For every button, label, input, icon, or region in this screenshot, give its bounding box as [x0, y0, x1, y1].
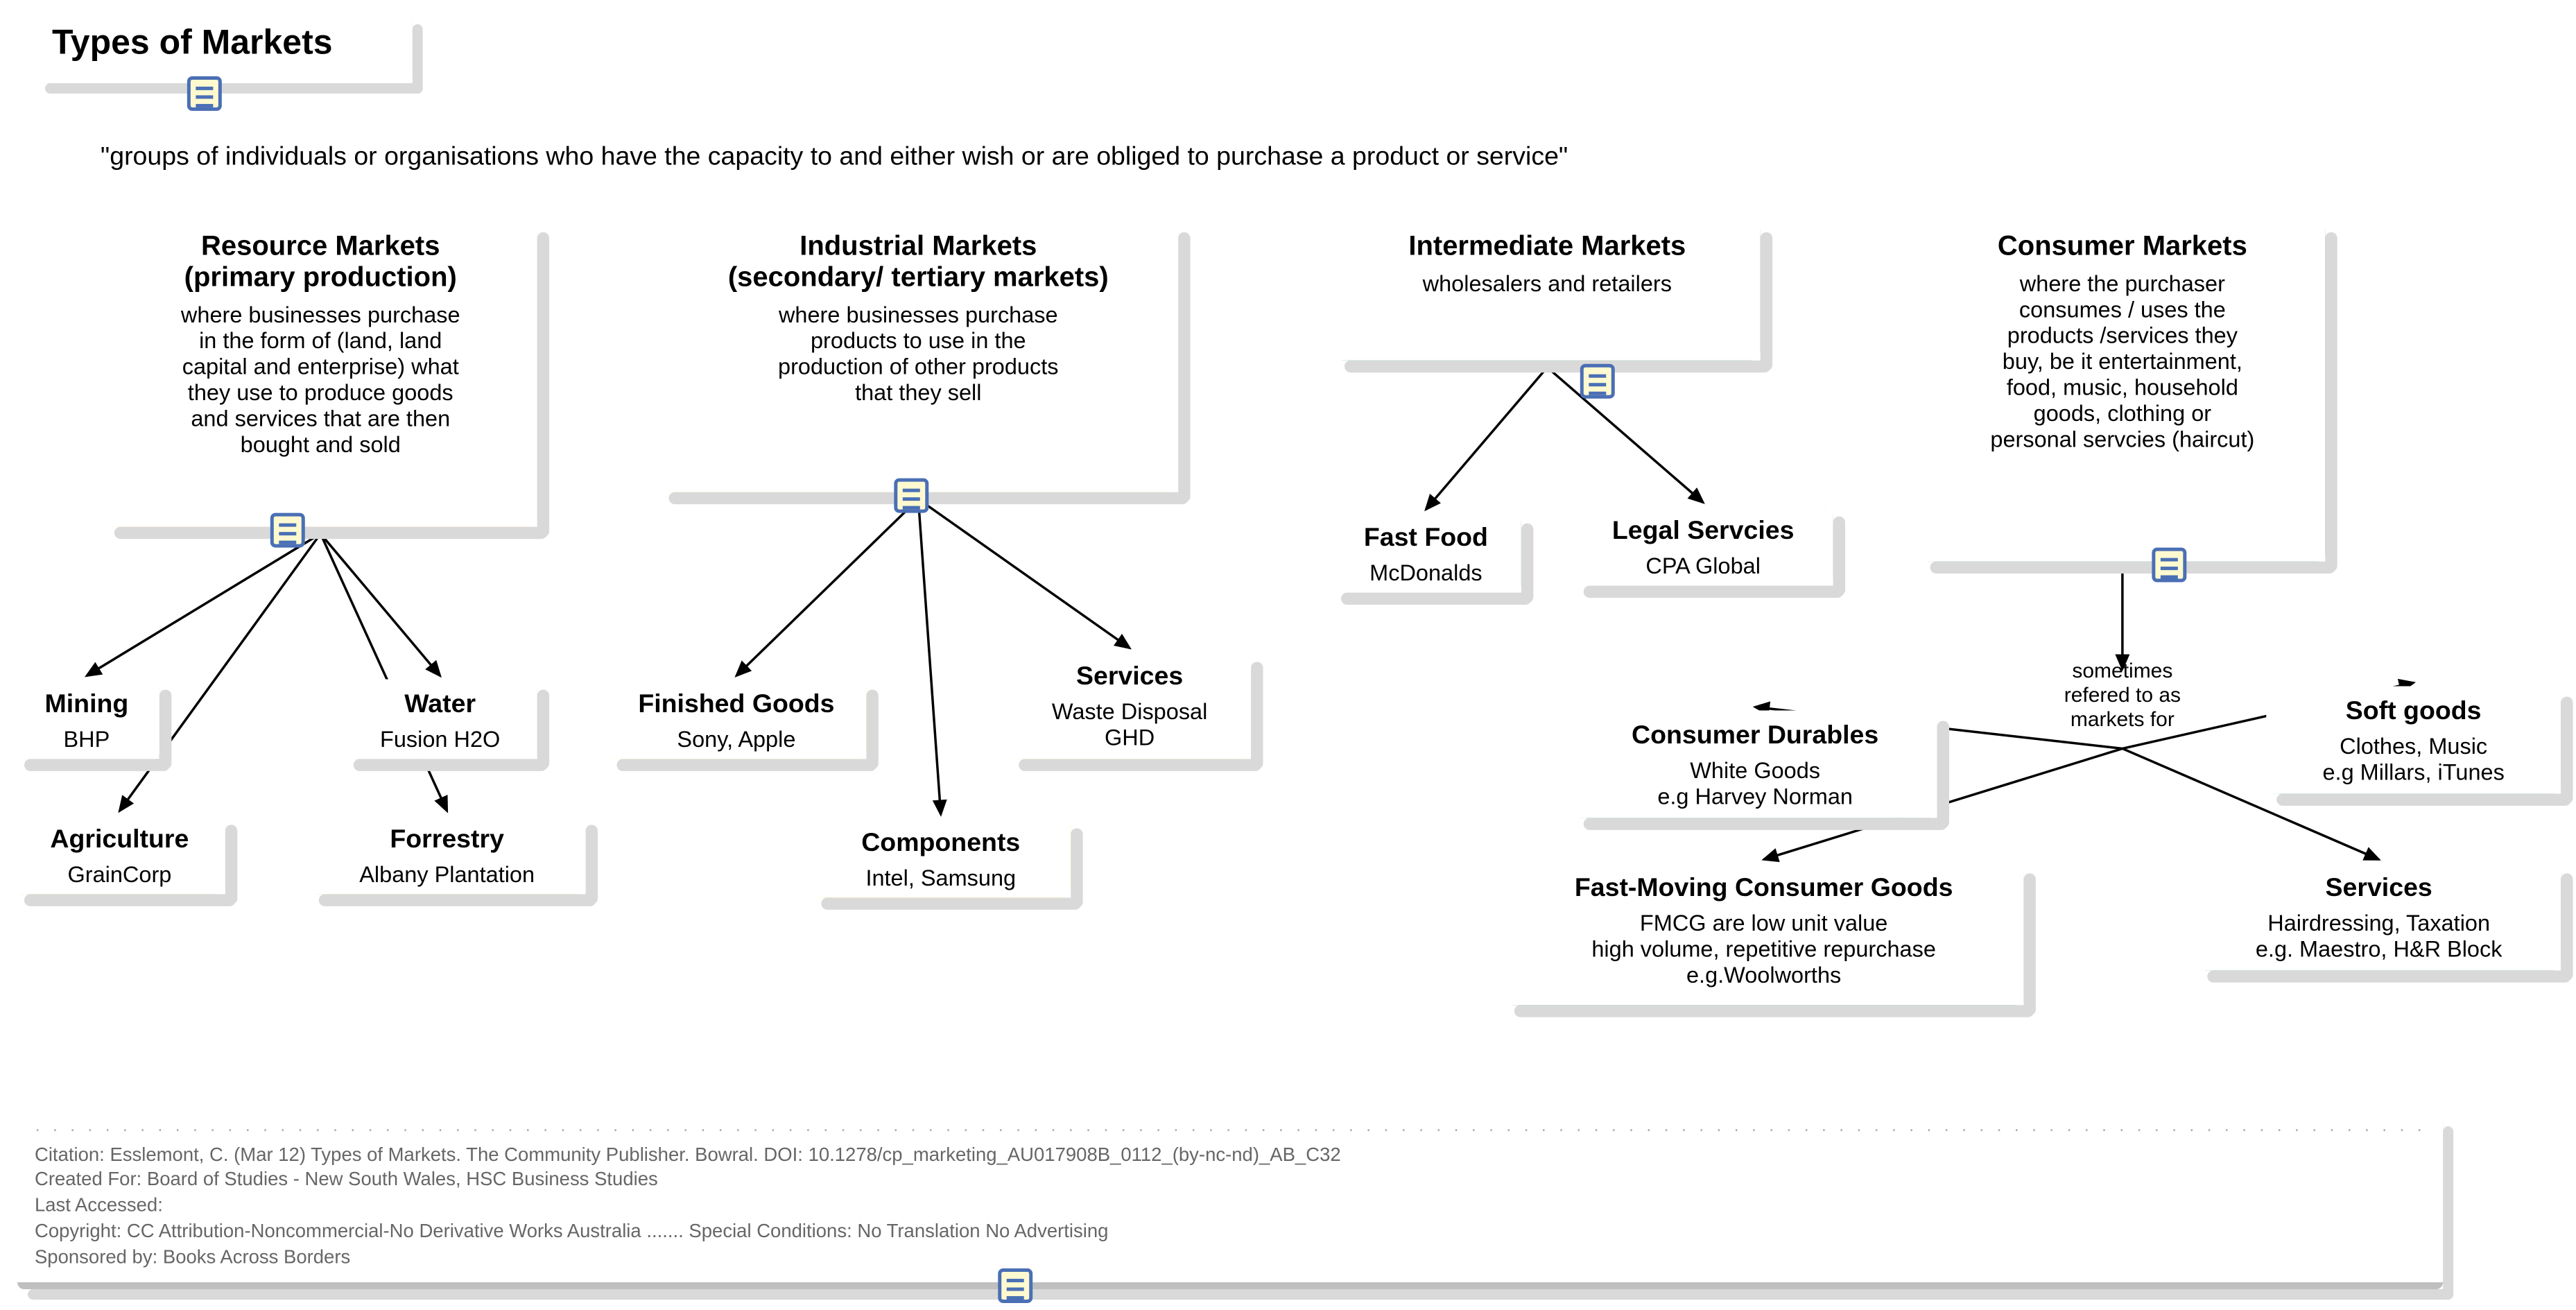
arrow [1547, 368, 1703, 503]
arrow [320, 534, 440, 676]
root-node: Types of Markets [35, 14, 413, 83]
leaf-title: Consumer Durables [1591, 721, 1920, 750]
leaf-title: Services [2214, 873, 2543, 902]
footer-line: Created For: Board of Studies - New Sout… [35, 1169, 2426, 1194]
leaf-node: Components Intel, Samsung [811, 818, 1071, 897]
leaf-node: Agriculture GrainCorp [14, 814, 225, 894]
leaf-desc: Fusion H2O [361, 726, 520, 752]
leaf-node: Legal Servcies CPA Global [1573, 506, 1833, 586]
leaf-title: Fast Food [1348, 524, 1504, 553]
leaf-desc: McDonalds [1348, 560, 1504, 585]
leaf-node: Fast Food McDonalds [1331, 513, 1521, 593]
leaf-title: Soft goods [2283, 696, 2543, 725]
footer-line: Copyright: CC Attribution-Noncommercial-… [35, 1220, 2426, 1246]
section-desc: wholesalers and retailers [1351, 270, 1743, 296]
leaf-node: Mining BHP [14, 679, 159, 759]
leaf-desc: White Goods e.g Harvey Norman [1591, 757, 1920, 809]
section-consumer: Consumer Markets where the purchaser cons… [1920, 222, 2326, 562]
note-icon [187, 76, 222, 111]
leaf-title: Agriculture [31, 825, 208, 854]
footer-line: Citation: Esslemont, C. (Mar 12) Types o… [35, 1143, 2426, 1169]
footer-divider: · · · · · · · · · · · · · · · · · · · · … [35, 1119, 2426, 1143]
root-title: Types of Markets [52, 24, 395, 64]
leaf-node: Water Fusion H2O [343, 679, 537, 759]
note-icon [270, 513, 305, 548]
leaf-title: Forrestry [326, 825, 569, 854]
leaf-desc: CPA Global [1591, 553, 1816, 578]
arrow [918, 499, 1130, 648]
section-intermediate: Intermediate Markets wholesalers and reta… [1334, 222, 1761, 361]
leaf-desc: Albany Plantation [326, 861, 569, 887]
edge-label: sometimes refered to as markets for [2019, 658, 2227, 731]
leaf-node: Soft goods Clothes, Music e.g Millars, iT… [2266, 686, 2561, 793]
diagram-canvas: Types of Markets "groups of individuals o… [0, 0, 2575, 1310]
note-icon [2152, 548, 2186, 583]
leaf-desc: Clothes, Music e.g Millars, iTunes [2283, 733, 2543, 785]
leaf-node: Forrestry Albany Plantation [309, 814, 586, 894]
leaf-desc: Sony, Apple [624, 726, 849, 752]
section-desc: where the purchaser consumes / uses the … [1937, 270, 2308, 452]
leaf-title: Services [1026, 662, 1234, 691]
footer-line: Sponsored by: Books Across Borders [35, 1246, 2426, 1271]
citation-footer: · · · · · · · · · · · · · · · · · · · · … [17, 1109, 2443, 1282]
leaf-title: Fast-Moving Consumer Goods [1521, 873, 2007, 902]
arrow [918, 499, 940, 815]
note-icon [1580, 364, 1615, 399]
arrow [87, 534, 320, 676]
leaf-title: Mining [31, 689, 142, 718]
leaf-title: Legal Servcies [1591, 517, 1816, 546]
leaf-desc: FMCG are low unit value high volume, rep… [1521, 910, 2007, 988]
definition-quote: "groups of individuals or organisations … [101, 142, 2283, 171]
note-icon [894, 479, 928, 513]
footer-line: Last Accessed: [35, 1194, 2426, 1220]
section-title: Intermediate Markets [1351, 232, 1743, 264]
section-title: Consumer Markets [1937, 232, 2308, 264]
leaf-desc: Intel, Samsung [828, 865, 1053, 890]
arrow [736, 499, 918, 676]
section-industrial: Industrial Markets (secondary/ tertiary … [658, 222, 1178, 492]
leaf-desc: GrainCorp [31, 861, 208, 887]
note-icon [998, 1268, 1032, 1303]
leaf-desc: Waste Disposal GHD [1026, 698, 1234, 750]
leaf-title: Water [361, 689, 520, 718]
leaf-node: Finished Goods Sony, Apple [607, 679, 867, 759]
section-title: Industrial Markets (secondary/ tertiary … [675, 232, 1161, 295]
leaf-desc: Hairdressing, Taxation e.g. Maestro, H&R… [2214, 910, 2543, 962]
arrow [1426, 368, 1547, 510]
leaf-title: Components [828, 828, 1053, 857]
leaf-title: Finished Goods [624, 689, 849, 718]
leaf-node: Services Waste Disposal GHD [1008, 652, 1251, 759]
leaf-node: Services Hairdressing, Taxation e.g. Maes… [2197, 863, 2561, 970]
section-resource: Resource Markets (primary production) whe… [104, 222, 537, 527]
leaf-node: Consumer Durables White Goods e.g Harvey … [1573, 710, 1937, 818]
leaf-node: Fast-Moving Consumer Goods FMCG are low u… [1504, 863, 2024, 1005]
leaf-desc: BHP [31, 726, 142, 752]
section-desc: where businesses purchase products to us… [675, 302, 1161, 406]
section-desc: where businesses purchase in the form of… [121, 302, 520, 458]
section-title: Resource Markets (primary production) [121, 232, 520, 295]
